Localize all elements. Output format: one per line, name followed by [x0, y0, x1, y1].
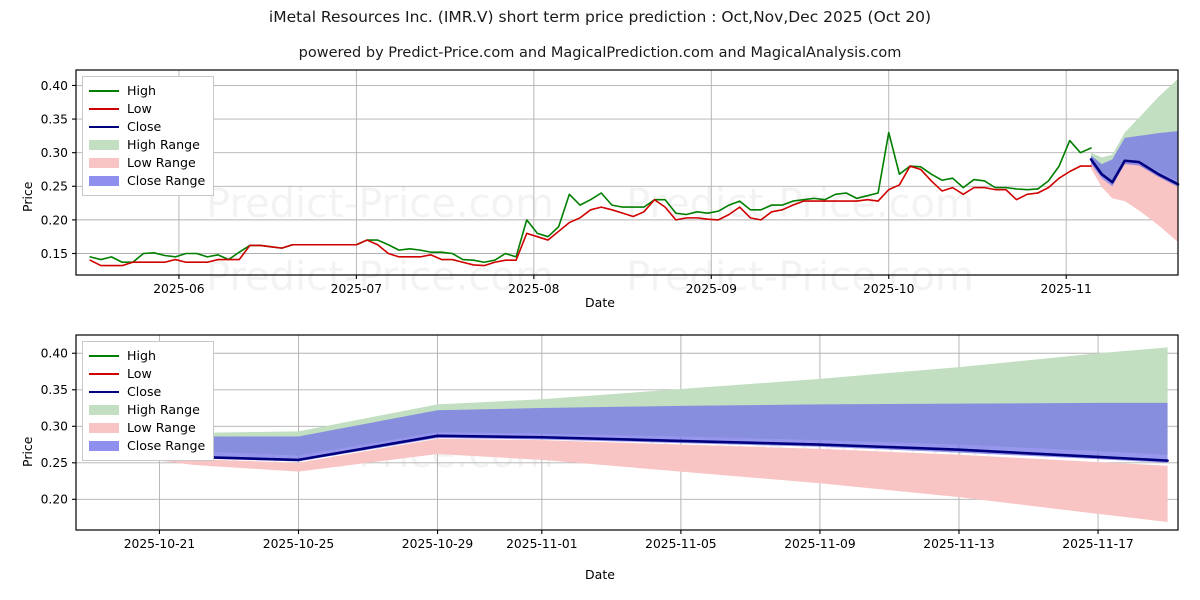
x-tick-label: 2025-11-13	[923, 537, 994, 551]
y-tick-label: 0.25	[41, 456, 68, 470]
y-tick-label: 0.20	[41, 213, 68, 227]
overview-plot: Predict-Price.com Predict-Price.com Predic…	[41, 69, 1180, 300]
legend-item-label: High Range	[127, 136, 200, 152]
page-title: iMetal Resources Inc. (IMR.V) short term…	[268, 8, 932, 26]
x-tick-label: 2025-11-09	[784, 537, 855, 551]
legend-patch-swatch	[89, 404, 119, 416]
y-tick-label: 0.35	[41, 383, 68, 397]
legend-patch-swatch	[89, 422, 119, 434]
legend-line-swatch	[89, 368, 119, 380]
overview-chart-panel: Predict-Price.com Predict-Price.com Predic…	[0, 62, 1200, 317]
legend-item-close: Close	[89, 383, 205, 401]
legend-item-low: Low	[89, 365, 205, 383]
y-tick-label: 0.35	[41, 112, 68, 126]
legend-item-label: Close	[127, 383, 162, 399]
forecast-y-axis-label: Price	[20, 436, 35, 468]
legend-item-label: Low	[127, 365, 152, 381]
series-high-recent	[1037, 139, 1092, 190]
overview-legend: High Low Close High Range Low Range Close Ran…	[82, 76, 215, 196]
x-tick-label: 2025-10	[863, 282, 914, 296]
x-tick-label: 2025-11	[1041, 282, 1092, 296]
x-tick-label: 2025-06	[153, 282, 205, 296]
series-low	[89, 165, 1039, 267]
legend-patch-swatch	[89, 139, 119, 151]
legend-item-close-range: Close Range	[89, 172, 205, 190]
series-close	[1089, 158, 1180, 186]
forecast-x-axis-label: Date	[585, 567, 615, 582]
x-tick-label: 2025-08	[508, 282, 559, 296]
y-tick-label: 0.20	[41, 493, 68, 507]
legend-item-high: High	[89, 82, 205, 100]
legend-item-high-range: High Range	[89, 401, 205, 419]
legend-line-swatch	[89, 103, 119, 115]
legend-item-label: Low Range	[127, 419, 196, 435]
forecast-legend: High Low Close High Range Low Range Close Ran…	[82, 341, 215, 461]
band-low-range	[107, 438, 1168, 522]
forecast-plot: Predict-Price.comPredict-Price.com0.200.…	[41, 334, 1179, 551]
legend-item-high-range: High Range	[89, 136, 205, 154]
legend-item-label: High	[127, 82, 156, 98]
legend-item-low-range: Low Range	[89, 419, 205, 437]
series-close	[105, 434, 1169, 462]
x-tick-label: 2025-07	[331, 282, 382, 296]
x-tick-label: 2025-11-01	[506, 537, 577, 551]
legend-item-label: High	[127, 347, 156, 363]
legend-item-low: Low	[89, 100, 205, 118]
forecast-chart-panel: Predict-Price.comPredict-Price.com0.200.…	[0, 322, 1200, 592]
legend-item-label: Low Range	[127, 154, 196, 170]
x-tick-label: 2025-09	[686, 282, 737, 296]
y-tick-label: 0.15	[41, 247, 68, 261]
overview-y-axis-label: Price	[20, 181, 35, 213]
y-tick-label: 0.40	[41, 79, 68, 93]
legend-patch-swatch	[89, 440, 119, 452]
watermark: Predict-Price.com	[206, 181, 554, 227]
legend-line-swatch	[89, 121, 119, 133]
series-low-recent	[1037, 165, 1092, 194]
legend-line-swatch	[89, 386, 119, 398]
x-tick-label: 2025-11-17	[1062, 537, 1133, 551]
legend-item-high: High	[89, 347, 205, 365]
legend-line-swatch	[89, 350, 119, 362]
legend-patch-swatch	[89, 157, 119, 169]
overview-x-axis-label: Date	[585, 295, 615, 310]
y-tick-label: 0.40	[41, 347, 68, 361]
y-tick-label: 0.30	[41, 146, 68, 160]
y-tick-label: 0.30	[41, 420, 68, 434]
legend-line-swatch	[89, 85, 119, 97]
watermark: Predict-Price.com	[626, 181, 974, 227]
legend-item-label: Close Range	[127, 437, 206, 453]
legend-item-label: Close Range	[127, 172, 206, 188]
band-low-range	[1091, 162, 1178, 243]
watermark: Predict-Price.com	[626, 254, 974, 300]
page-subtitle: powered by Predict-Price.com and Magical…	[298, 45, 902, 61]
legend-item-close-range: Close Range	[89, 437, 205, 455]
legend-item-low-range: Low Range	[89, 154, 205, 172]
x-tick-label: 2025-10-25	[263, 537, 334, 551]
legend-item-label: Low	[127, 100, 152, 116]
y-tick-label: 0.25	[41, 180, 68, 194]
x-tick-label: 2025-10-29	[402, 537, 473, 551]
x-tick-label: 2025-11-05	[645, 537, 716, 551]
legend-item-close: Close	[89, 118, 205, 136]
x-tick-label: 2025-10-21	[124, 537, 195, 551]
legend-patch-swatch	[89, 175, 119, 187]
legend-item-label: High Range	[127, 401, 200, 417]
legend-item-label: Close	[127, 118, 162, 134]
